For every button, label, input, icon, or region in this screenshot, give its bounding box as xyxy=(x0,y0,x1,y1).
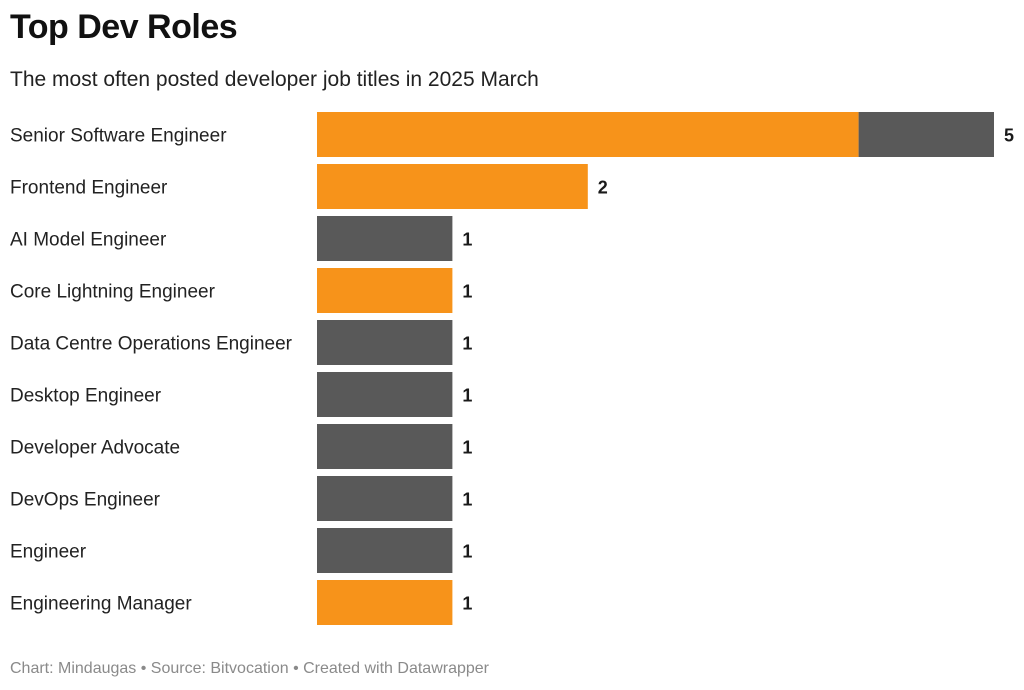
category-label: Desktop Engineer xyxy=(10,386,162,407)
value-label: 1 xyxy=(462,542,472,562)
chart-title: Top Dev Roles xyxy=(10,8,238,46)
category-label: Engineer xyxy=(10,542,87,563)
bar-segment xyxy=(858,112,994,157)
bar-segment xyxy=(317,164,588,209)
bar-segment xyxy=(317,320,453,365)
bar-segment xyxy=(317,528,453,573)
category-label: DevOps Engineer xyxy=(10,490,161,511)
category-label: Engineering Manager xyxy=(10,594,192,615)
bar-segment xyxy=(317,372,453,417)
category-label: Core Lightning Engineer xyxy=(10,282,216,303)
value-label: 1 xyxy=(462,594,472,614)
value-label: 1 xyxy=(462,334,472,354)
value-label: 1 xyxy=(462,438,472,458)
category-label: AI Model Engineer xyxy=(10,230,167,251)
value-label: 2 xyxy=(598,178,608,198)
category-label: Developer Advocate xyxy=(10,438,180,459)
value-label: 5 xyxy=(1004,126,1014,146)
bar-segment xyxy=(317,476,453,521)
chart-footer: Chart: Mindaugas • Source: Bitvocation •… xyxy=(10,660,489,677)
chart-subtitle: The most often posted developer job titl… xyxy=(10,68,539,91)
bar-segment xyxy=(317,580,453,625)
bar-segment xyxy=(317,268,453,313)
category-label: Senior Software Engineer xyxy=(10,126,227,147)
value-label: 1 xyxy=(462,490,472,510)
value-label: 1 xyxy=(462,386,472,406)
bar-segment xyxy=(317,216,453,261)
value-label: 1 xyxy=(462,282,472,302)
value-label: 1 xyxy=(462,230,472,250)
bar-segment xyxy=(317,112,859,157)
category-label: Frontend Engineer xyxy=(10,178,168,199)
bar-segment xyxy=(317,424,453,469)
category-label: Data Centre Operations Engineer xyxy=(10,334,293,355)
